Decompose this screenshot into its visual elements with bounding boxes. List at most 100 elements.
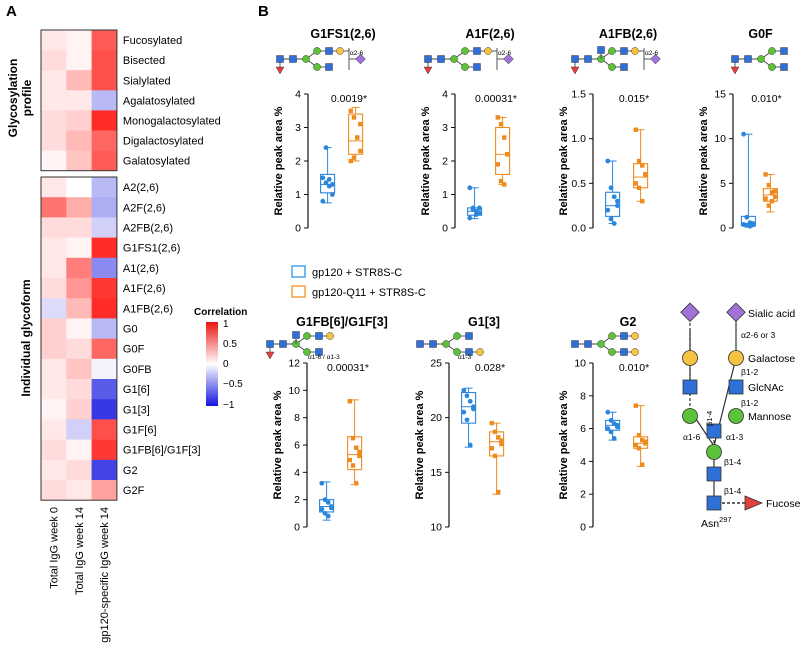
heatmap-cell — [91, 459, 118, 481]
mannose-icon — [461, 63, 469, 71]
data-point — [643, 172, 648, 177]
plot-title: G1[3] — [468, 315, 500, 329]
heatmap-column-label: gp120-specific IgG week 14 — [99, 507, 111, 643]
heatmap-row-label: Fucosylated — [123, 35, 182, 47]
mannose-icon — [442, 340, 450, 348]
glcnac-icon — [584, 55, 592, 63]
heatmap-border — [40, 29, 118, 172]
mannose-icon — [302, 55, 310, 63]
heatmap-cell — [91, 318, 118, 339]
p-value-label: 0.0019* — [331, 93, 367, 105]
heatmap-cell — [91, 298, 118, 319]
heatmap-cell — [66, 318, 92, 339]
glcnac-icon — [620, 63, 628, 71]
data-point — [330, 182, 335, 187]
data-point — [489, 420, 494, 426]
data-point — [499, 438, 504, 443]
y-tick-label: 1.5 — [571, 89, 586, 101]
data-point — [323, 180, 329, 186]
glcnac-icon — [465, 332, 473, 340]
glcnac-icon — [706, 495, 722, 511]
galactose-icon — [631, 348, 639, 356]
y-tick-label: 15 — [714, 89, 726, 101]
heatmap-cell — [91, 399, 118, 420]
heatmap-row-label: G1FS1(2,6) — [123, 243, 180, 255]
y-axis-label: Relative peak area % — [414, 390, 426, 499]
data-point — [461, 409, 467, 415]
key-label: GlcNAc — [748, 382, 784, 394]
glcnac-icon — [571, 340, 579, 348]
p-value-label: 0.015* — [619, 93, 649, 105]
data-point — [643, 439, 648, 444]
y-tick-label: 10 — [714, 133, 726, 145]
data-point — [763, 172, 768, 177]
linkage-label: β1-4 — [724, 457, 741, 467]
y-axis-label: Relative peak area % — [273, 106, 285, 215]
galactose-icon — [728, 350, 744, 366]
data-point — [495, 115, 500, 120]
group-label-individual-glycoform: Individual glycoform — [19, 279, 33, 396]
legend-swatch-orange — [291, 285, 306, 298]
colorbar-tick: −0.5 — [223, 379, 243, 390]
heatmap-cell — [66, 480, 92, 501]
data-point — [763, 196, 768, 201]
mannose-icon — [608, 63, 616, 71]
glcnac-icon — [279, 340, 287, 348]
glcnac-icon — [424, 55, 432, 63]
heatmap-cell — [66, 379, 92, 400]
data-point — [477, 205, 482, 211]
heatmap-cell — [91, 278, 118, 299]
heatmap-cell — [41, 177, 67, 198]
panel-a-label: A — [6, 3, 17, 20]
data-point — [351, 155, 357, 160]
colorbar: Correlation 1 0.5 0 −0.5 −1 — [194, 307, 247, 411]
colorbar-tick: −1 — [223, 400, 235, 411]
y-tick-label: 0 — [295, 223, 301, 235]
data-point — [608, 216, 614, 222]
svg-text:Glycosylation: Glycosylation — [6, 59, 20, 138]
heatmap-cell — [41, 70, 67, 91]
y-tick-label: 8 — [580, 390, 586, 402]
legend-label: gp120 + STR8S-C — [312, 267, 402, 279]
data-point — [467, 215, 473, 221]
mannose-icon — [608, 47, 616, 55]
data-point — [319, 480, 325, 486]
colorbar-tick: 1 — [223, 319, 229, 330]
data-point — [605, 426, 611, 431]
data-point — [611, 194, 617, 200]
data-point — [473, 212, 479, 218]
glcnac-icon — [292, 331, 300, 339]
y-tick-label: 1.0 — [571, 133, 586, 145]
heatmap-cell — [66, 197, 92, 218]
sialic-acid-icon — [650, 53, 661, 65]
data-point — [496, 435, 501, 440]
data-point — [348, 158, 353, 164]
mannose-icon — [768, 63, 776, 71]
heatmap-row-label: G2 — [123, 465, 138, 477]
fucose-icon — [744, 495, 764, 511]
data-point — [633, 442, 638, 448]
heatmap-cell — [91, 177, 118, 198]
heatmap-row-label: A2F(2,6) — [123, 202, 166, 214]
data-point — [608, 185, 614, 191]
heatmap-cell — [41, 257, 67, 279]
glcnac-icon — [780, 47, 788, 55]
heatmap-cell — [91, 439, 118, 461]
glcnac-icon — [571, 55, 579, 63]
y-tick-label: 4 — [442, 89, 448, 101]
y-tick-label: 10 — [288, 385, 300, 397]
glcnac-icon — [597, 46, 605, 54]
linkage-label: α1-6 — [683, 432, 700, 442]
y-tick-label: 1 — [295, 189, 301, 201]
heatmap-cell — [41, 50, 67, 71]
glcnac-icon — [266, 340, 274, 348]
fucose-icon — [265, 351, 275, 360]
y-tick-label: 12 — [288, 358, 300, 370]
heatmap-cell — [66, 419, 92, 440]
data-point — [636, 158, 642, 164]
heatmap-cell — [91, 30, 118, 51]
heatmap-glycosylation-profile: Fucosylated Bisected Sialylated Agalatosyla… — [40, 29, 221, 172]
key-label: Galactose — [748, 353, 795, 365]
heatmap-column-label: Total IgG week 0 — [49, 507, 61, 589]
heatmap-cell — [91, 70, 118, 91]
